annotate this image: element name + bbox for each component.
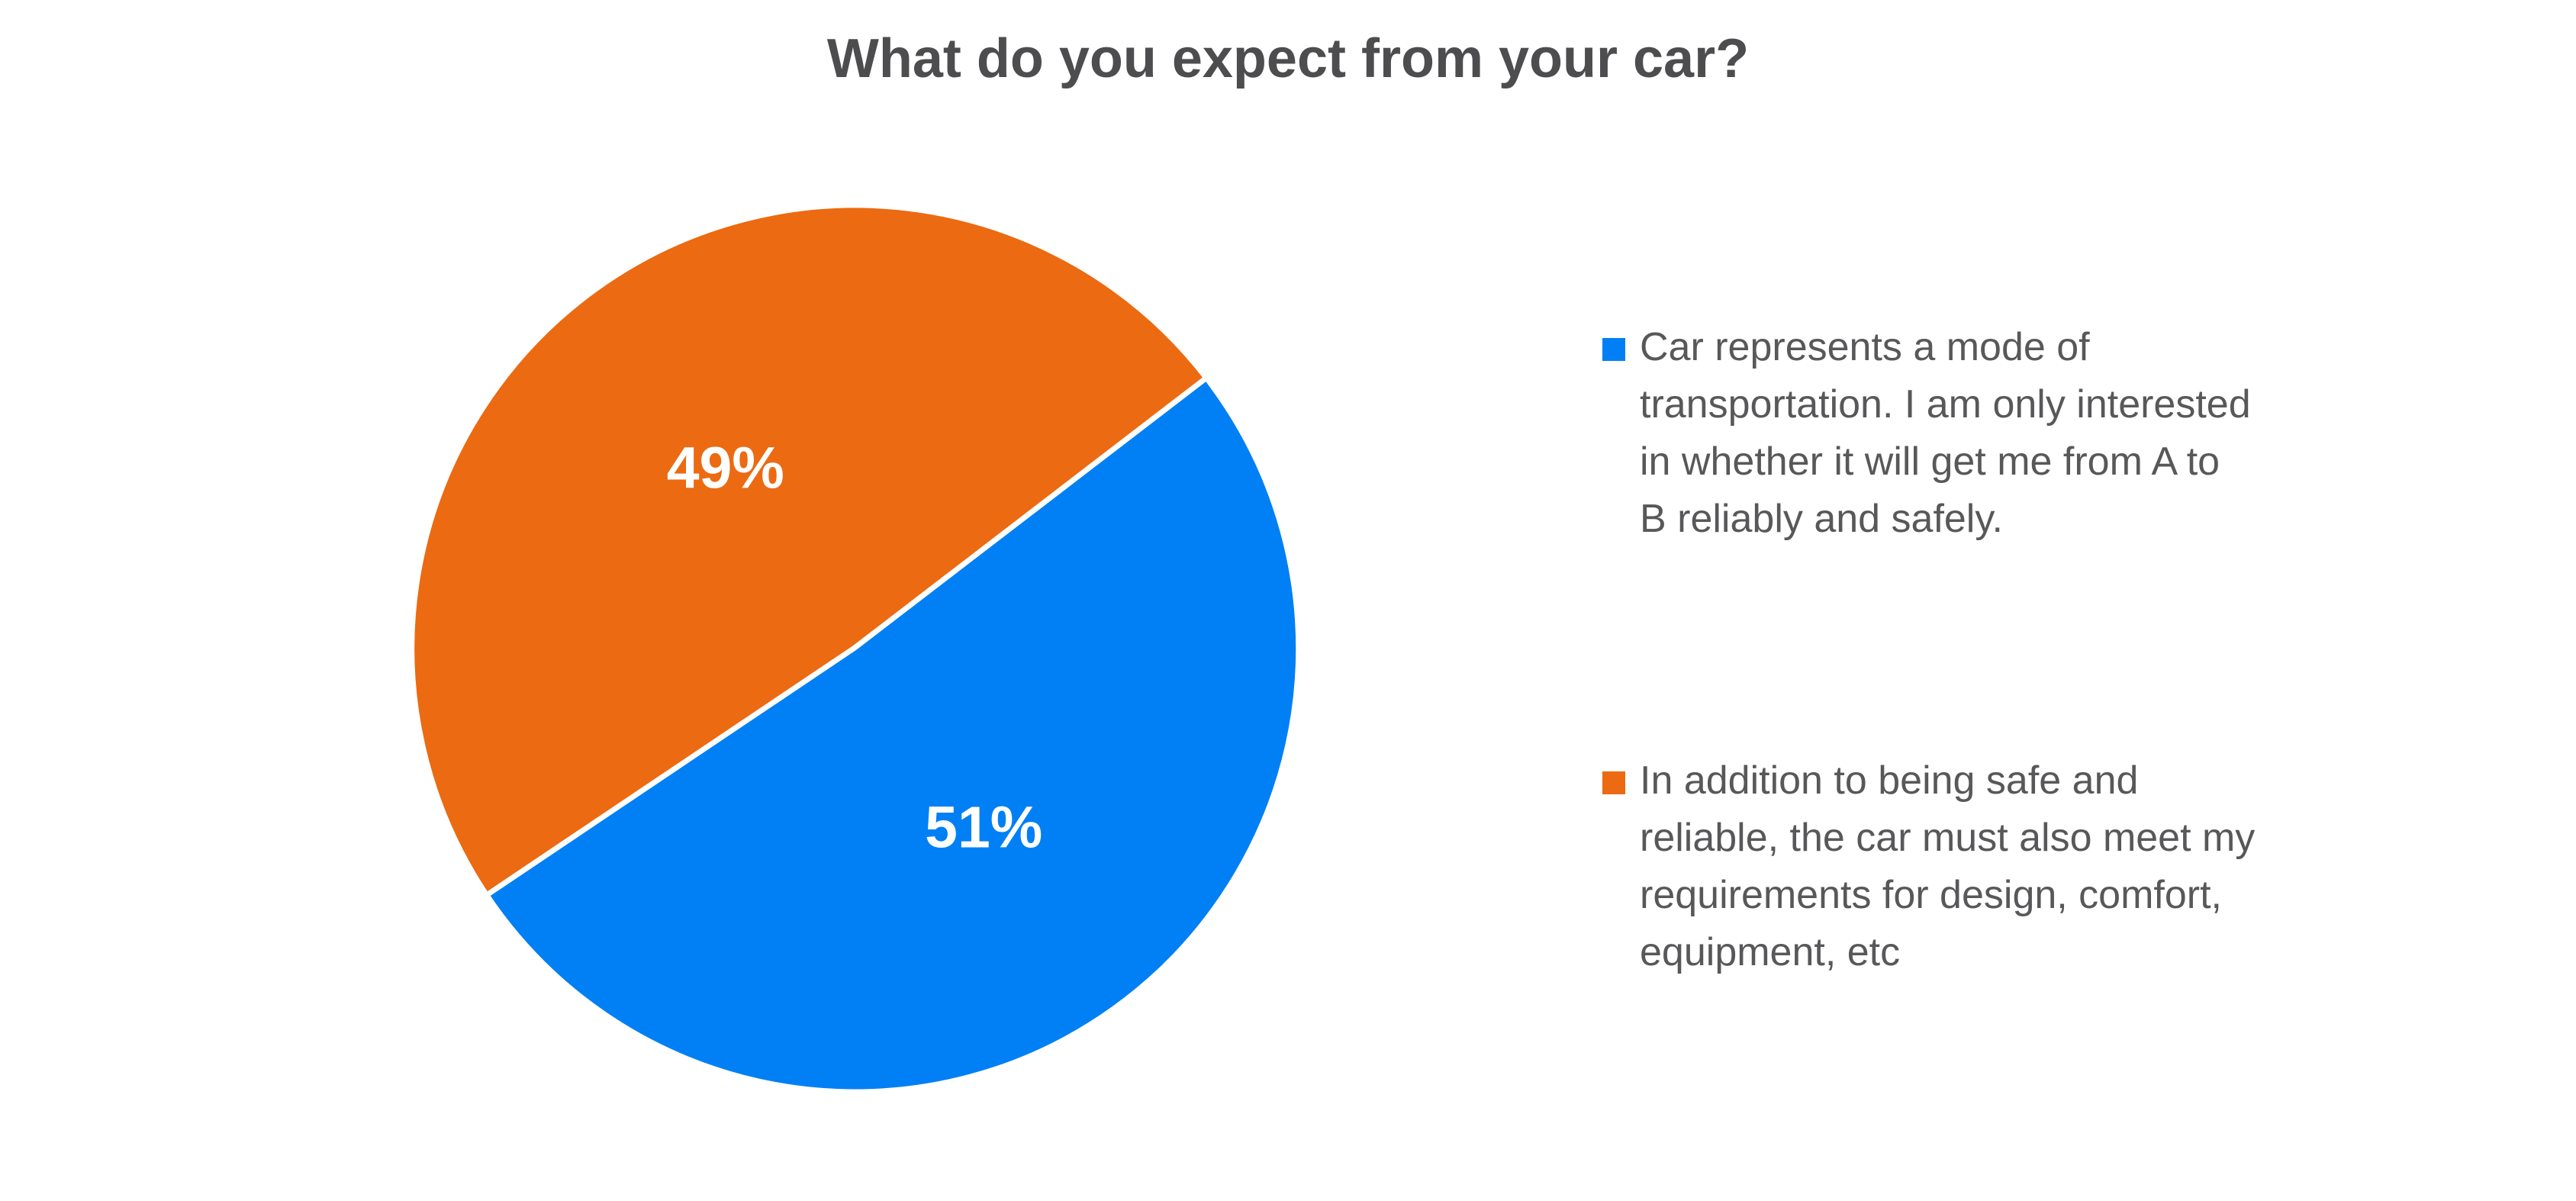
pie-slice-label-1: 49% (667, 436, 784, 501)
legend-label-design-comfort: In addition to being safe and reliable, … (1640, 758, 2256, 974)
legend-item-transportation: Car represents a mode of transportation.… (1602, 319, 2494, 548)
chart-title: What do you expect from your car? (826, 28, 1750, 89)
legend-marker-orange-icon (1602, 771, 1625, 794)
legend-label-transportation: Car represents a mode of transportation.… (1640, 325, 2251, 541)
pie-slice-1 (409, 202, 1210, 899)
legend: Car represents a mode of transportation.… (1602, 0, 2503, 1201)
legend-item-design-comfort: In addition to being safe and reliable, … (1602, 752, 2494, 981)
legend-marker-blue-icon (1602, 338, 1625, 361)
pie-slice-label-0: 51% (925, 795, 1042, 861)
pie-slice-0 (482, 374, 1302, 1095)
